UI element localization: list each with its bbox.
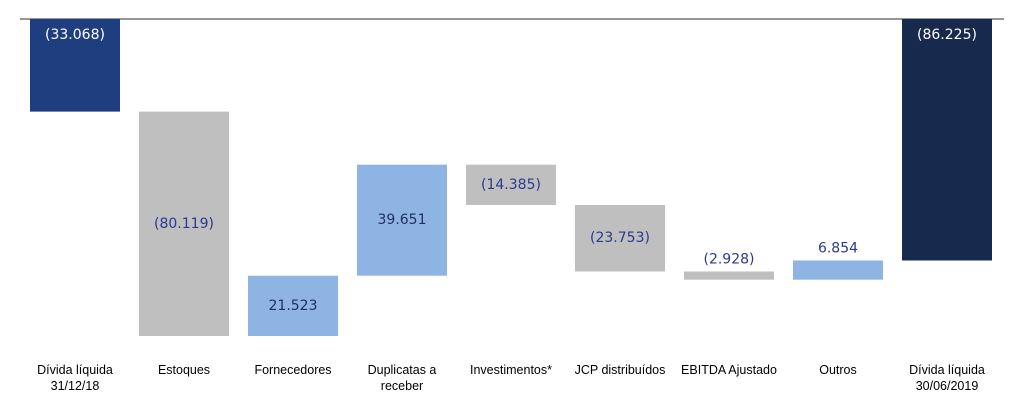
bar: [248, 275, 338, 336]
bar: [684, 271, 774, 280]
data-label: (86.225): [917, 27, 977, 43]
x-tick-label: Estoques: [157, 363, 211, 377]
bar: [30, 19, 120, 112]
data-label: (33.068): [45, 27, 105, 43]
bar: [575, 204, 665, 272]
x-tick-label: EBITDA Ajustado: [681, 363, 777, 377]
x-tick-label: Dívida líquida 30/06/2019: [909, 363, 985, 393]
x-tick-label: Investimentos*: [470, 363, 552, 377]
bar: [357, 164, 447, 276]
x-tick-label: Duplicatas a receber: [367, 363, 437, 393]
bar: [793, 260, 883, 280]
bar: [902, 19, 992, 261]
data-label: (23.753): [590, 230, 650, 246]
bar: [139, 111, 229, 336]
data-label: 6.854: [818, 240, 858, 256]
data-label: (2.928): [703, 251, 754, 267]
bar: [466, 164, 556, 205]
data-label: (14.385): [481, 177, 541, 193]
x-tick-label: Dívida líquida 31/12/18: [37, 363, 113, 393]
x-tick-label: JCP distribuídos: [574, 363, 666, 377]
x-tick-label: Outros: [819, 363, 857, 377]
data-label: 21.523: [269, 298, 318, 314]
data-label: (80.119): [154, 216, 214, 232]
data-label: 39.651: [378, 212, 427, 228]
x-tick-label: Fornecedores: [254, 363, 332, 377]
